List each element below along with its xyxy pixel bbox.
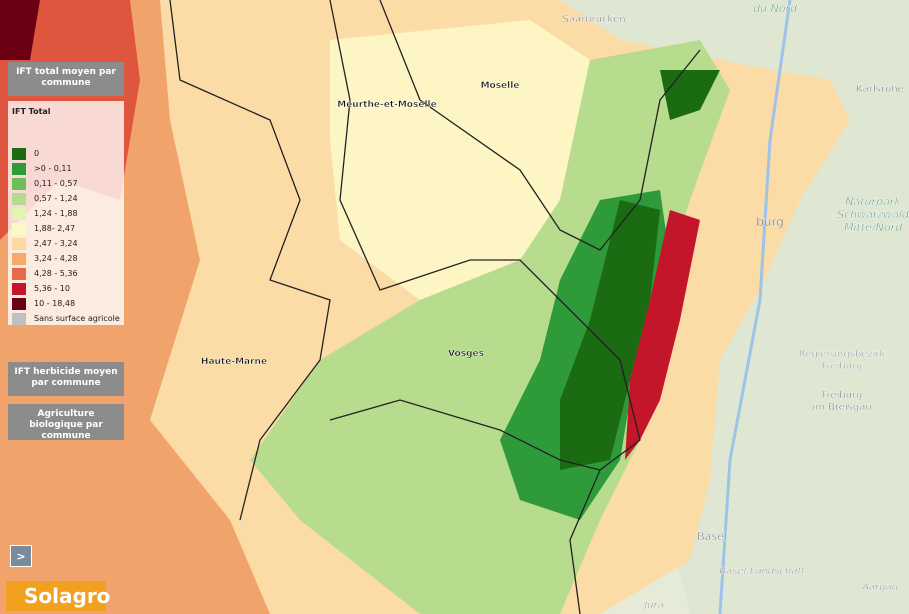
legend-swatch xyxy=(12,147,26,160)
place-label: du Nord xyxy=(753,2,798,15)
legend-rows: 0 >0 - 0,11 0,11 - 0,57 0,57 - 1,24 1,24 - 1… xyxy=(12,146,120,326)
zone-darkgreen-north xyxy=(660,70,720,120)
legend-swatch xyxy=(12,207,26,220)
legend-label: >0 - 0,11 xyxy=(34,164,72,173)
department-label: Moselle xyxy=(481,81,520,91)
legend-swatch xyxy=(12,237,26,250)
legend-item: >0 - 0,11 xyxy=(12,161,120,176)
place-label: Jura xyxy=(642,600,664,611)
place-label: Freiburg xyxy=(822,390,863,401)
place-label: im Breisgau xyxy=(812,402,871,413)
legend-swatch xyxy=(12,177,26,190)
logo: Solagro xyxy=(6,581,110,611)
place-label: Naturpark xyxy=(845,195,901,208)
legend-swatch xyxy=(12,267,26,280)
legend-item: 1,88- 2,47 xyxy=(12,221,120,236)
place-label: Freiburg xyxy=(822,361,863,372)
legend-item: 0,11 - 0,57 xyxy=(12,176,120,191)
legend-item: 5,36 - 10 xyxy=(12,281,120,296)
department-label: Vosges xyxy=(448,349,484,359)
zone-maroon xyxy=(0,0,40,60)
legend-item: Sans surface agricole xyxy=(12,311,120,326)
zone-darkgreen xyxy=(560,200,660,470)
legend-label: Sans surface agricole xyxy=(34,314,120,323)
legend-label: 4,28 - 5,36 xyxy=(34,269,78,278)
legend-label: 0 xyxy=(34,149,40,158)
legend-item: 4,28 - 5,36 xyxy=(12,266,120,281)
legend-swatch xyxy=(12,222,26,235)
legend-label: 1,24 - 1,88 xyxy=(34,209,78,218)
legend-item: 2,47 - 3,24 xyxy=(12,236,120,251)
panel-ift-herbicide[interactable]: IFT herbicide moyen par commune xyxy=(8,362,124,396)
legend: IFT Total 0 >0 - 0,11 0,11 - 0,57 0,57 - 1,… xyxy=(8,101,124,325)
panel-ift-total[interactable]: IFT total moyen par commune xyxy=(8,62,124,96)
legend-swatch xyxy=(12,162,26,175)
place-label: Karlsruhe xyxy=(856,84,904,95)
place-label: Regierungsbezirk xyxy=(799,349,886,360)
place-label: Schwarzwald xyxy=(837,208,909,221)
legend-label: 3,24 - 4,28 xyxy=(34,254,78,263)
toggle-button[interactable]: > xyxy=(10,545,32,567)
legend-swatch xyxy=(12,282,26,295)
legend-swatch xyxy=(12,297,26,310)
legend-item: 3,24 - 4,28 xyxy=(12,251,120,266)
legend-item: 1,24 - 1,88 xyxy=(12,206,120,221)
place-label: Basel xyxy=(697,530,727,543)
zone-red-east xyxy=(625,210,700,460)
legend-item: 10 - 18,48 xyxy=(12,296,120,311)
zone-yellow xyxy=(330,20,590,300)
place-label: burg xyxy=(756,215,784,229)
place-label: Saarbrücken xyxy=(563,14,626,25)
legend-label: 0,57 - 1,24 xyxy=(34,194,78,203)
department-label: Haute-Marne xyxy=(201,357,267,367)
legend-label: 2,47 - 3,24 xyxy=(34,239,78,248)
rhine xyxy=(718,0,792,614)
legend-item: 0 xyxy=(12,146,120,161)
panel-bio[interactable]: Agriculture biologique par commune xyxy=(8,404,124,441)
legend-swatch xyxy=(12,312,26,325)
place-label: Basel-Landschaft xyxy=(719,566,806,577)
legend-label: 0,11 - 0,57 xyxy=(34,179,78,188)
map-labels: Meurthe-et-Moselle Moselle Haute-Marne Vosg… xyxy=(201,2,909,611)
legend-swatch xyxy=(12,192,26,205)
place-label: Aargau xyxy=(861,582,898,593)
place-label: Mitte/Nord xyxy=(844,221,903,234)
legend-label: 10 - 18,48 xyxy=(34,299,76,308)
legend-label: 1,88- 2,47 xyxy=(34,224,76,233)
department-borders xyxy=(169,0,701,614)
legend-item: 0,57 - 1,24 xyxy=(12,191,120,206)
legend-swatch xyxy=(12,252,26,265)
legend-label: 5,36 - 10 xyxy=(34,284,70,293)
legend-title: IFT Total xyxy=(12,107,51,116)
department-label: Meurthe-et-Moselle xyxy=(337,100,436,110)
